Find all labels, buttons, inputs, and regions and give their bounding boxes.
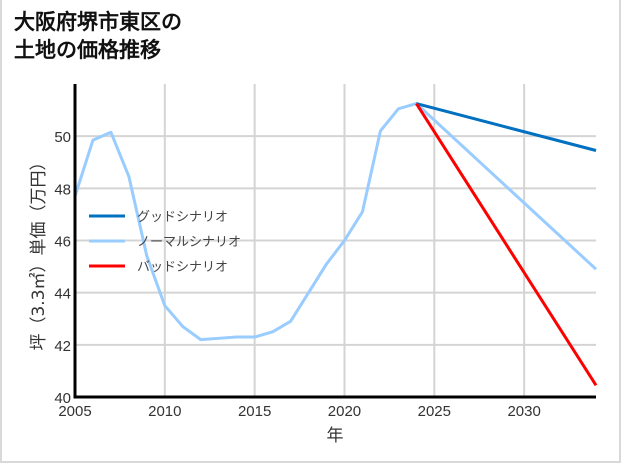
y-tick-label: 46 [54,234,71,251]
x-tick-label: 2025 [418,403,451,420]
x-tick-label: 2005 [58,403,91,420]
x-tick-label: 2030 [507,403,540,420]
legend-label: バッドシナリオ [137,260,228,275]
legend-label: グッドシナリオ [137,210,228,225]
series-line [415,102,598,387]
x-tick-label: 2010 [148,403,181,420]
series-line [73,102,598,342]
x-axis-label: 年 [327,426,344,446]
y-tick-label: 44 [54,286,71,303]
x-tick-label: 2015 [238,403,271,420]
legend-label: ノーマルシナリオ [137,235,241,250]
tick-labels: 2005 2010 2015 2020 2025 2030 40 42 44 46 48 50 [54,129,541,420]
series-line [415,102,597,152]
title-line-1: 大阪府堺市東区の [14,10,182,34]
axes [73,84,596,399]
y-tick-label: 40 [54,390,71,407]
y-tick-label: 48 [54,181,71,198]
y-tick-label: 50 [54,129,71,146]
x-tick-label: 2020 [328,403,361,420]
title-line-2: 土地の価格推移 [14,38,161,62]
series-lines [73,102,598,387]
y-tick-label: 42 [54,338,71,355]
chart-title: 大阪府堺市東区の 土地の価格推移 [14,8,182,64]
y-axis-label: 坪（3.3㎡）単価（万円） [29,153,49,350]
